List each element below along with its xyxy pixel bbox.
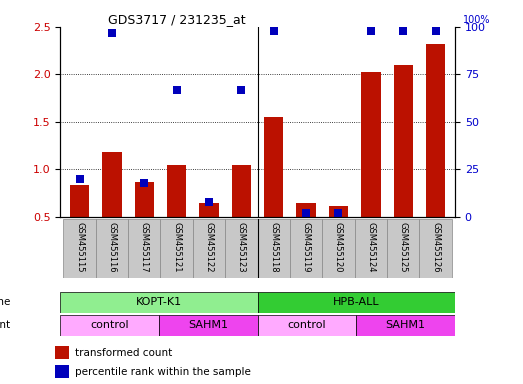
- Bar: [329, 205, 348, 217]
- Text: GSM455122: GSM455122: [204, 222, 213, 272]
- Text: control: control: [288, 320, 326, 331]
- Bar: [167, 165, 186, 217]
- Bar: [356, 315, 455, 336]
- Bar: [393, 65, 413, 217]
- Bar: [60, 292, 257, 313]
- Text: GSM455118: GSM455118: [269, 222, 278, 273]
- Bar: [128, 219, 161, 278]
- Text: 100%: 100%: [463, 15, 491, 25]
- Bar: [387, 219, 419, 278]
- Bar: [257, 292, 455, 313]
- Text: GSM455124: GSM455124: [366, 222, 376, 272]
- Text: HPB-ALL: HPB-ALL: [333, 297, 380, 308]
- Bar: [55, 365, 69, 378]
- Bar: [426, 44, 445, 217]
- Text: GSM455121: GSM455121: [172, 222, 181, 272]
- Text: GSM455119: GSM455119: [302, 222, 311, 272]
- Text: GSM455126: GSM455126: [431, 222, 440, 273]
- Bar: [55, 346, 69, 359]
- Text: GSM455117: GSM455117: [140, 222, 149, 273]
- Text: SAHM1: SAHM1: [188, 320, 228, 331]
- Bar: [161, 219, 193, 278]
- Bar: [225, 219, 258, 278]
- Text: GSM455116: GSM455116: [107, 222, 117, 273]
- Bar: [419, 219, 452, 278]
- Text: transformed count: transformed count: [75, 348, 173, 358]
- Text: KOPT-K1: KOPT-K1: [136, 297, 182, 308]
- Text: GSM455125: GSM455125: [399, 222, 408, 272]
- Bar: [134, 182, 154, 217]
- Bar: [63, 219, 96, 278]
- Bar: [264, 117, 283, 217]
- Bar: [159, 315, 257, 336]
- Text: GDS3717 / 231235_at: GDS3717 / 231235_at: [108, 13, 245, 26]
- Bar: [96, 219, 128, 278]
- Bar: [199, 203, 219, 217]
- Bar: [361, 71, 381, 217]
- Bar: [60, 315, 159, 336]
- Text: GSM455120: GSM455120: [334, 222, 343, 272]
- Bar: [257, 315, 356, 336]
- Text: control: control: [90, 320, 129, 331]
- Text: SAHM1: SAHM1: [385, 320, 426, 331]
- Text: agent: agent: [0, 320, 11, 331]
- Bar: [232, 165, 251, 217]
- Bar: [355, 219, 387, 278]
- Bar: [193, 219, 225, 278]
- Text: cell line: cell line: [0, 297, 11, 308]
- Bar: [290, 219, 322, 278]
- Bar: [70, 185, 89, 217]
- Bar: [102, 152, 122, 217]
- Bar: [322, 219, 355, 278]
- Text: GSM455115: GSM455115: [75, 222, 84, 272]
- Text: percentile rank within the sample: percentile rank within the sample: [75, 367, 251, 377]
- Text: GSM455123: GSM455123: [237, 222, 246, 273]
- Bar: [257, 219, 290, 278]
- Bar: [297, 203, 316, 217]
